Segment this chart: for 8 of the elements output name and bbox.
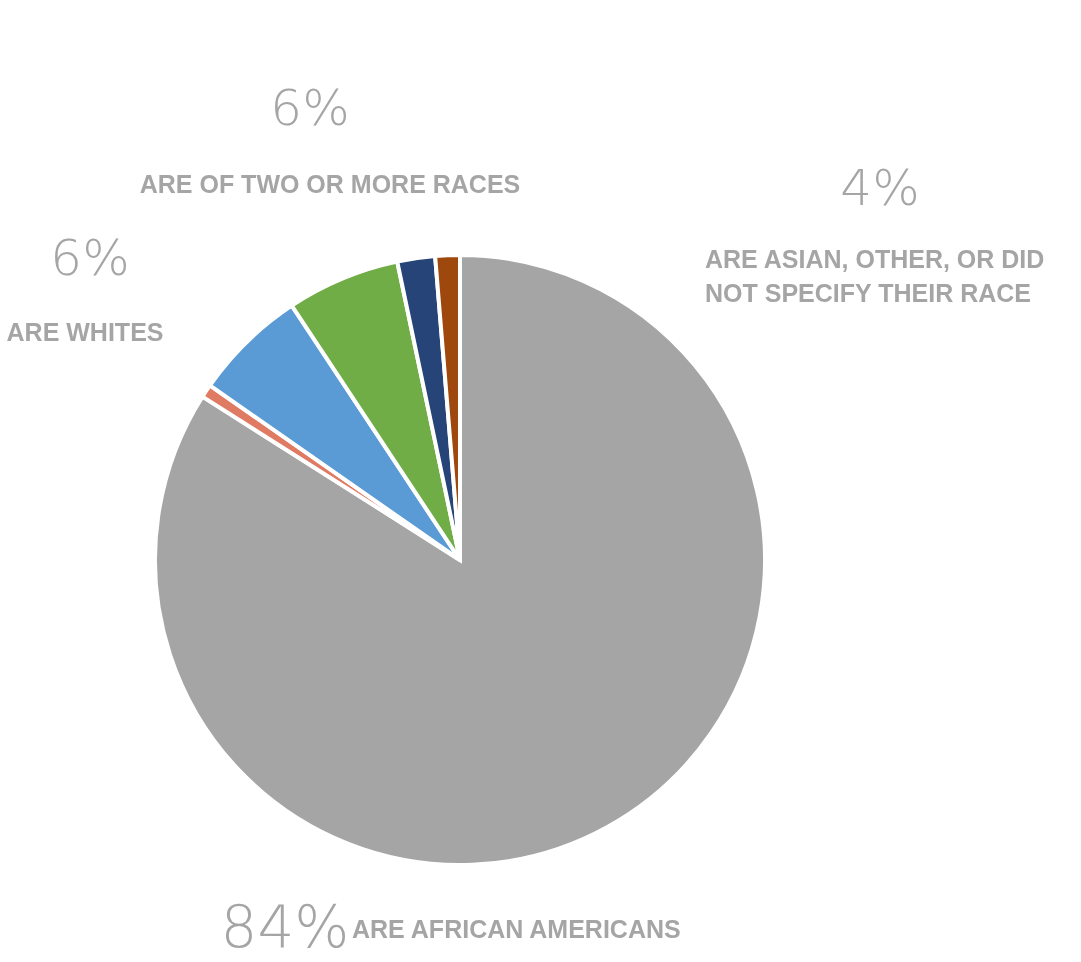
text: 4% xyxy=(840,159,920,217)
slice-label: ARE WHITES xyxy=(6,318,164,346)
slice-label: ARE OF TWO OR MORE RACES xyxy=(139,170,521,198)
slice-label: ARE AFRICAN AMERICANS xyxy=(352,915,681,943)
data-label: 6% xyxy=(270,79,350,137)
data-label: 6% xyxy=(50,229,130,287)
text: ARE ASIAN, OTHER, OR DID NOT SPECIFY THEIR RACE xyxy=(705,245,1045,307)
data-label: 84% xyxy=(220,893,350,961)
